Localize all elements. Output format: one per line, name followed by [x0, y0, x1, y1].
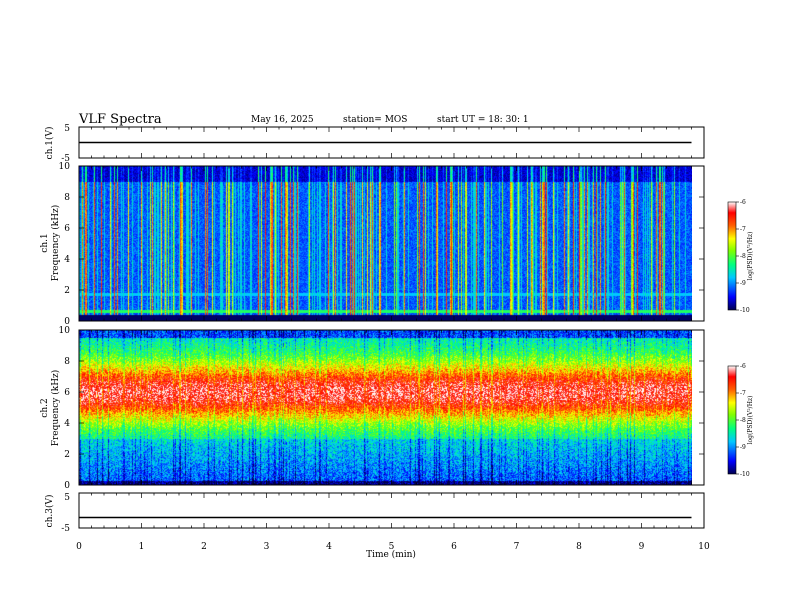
- y-tick-label: 4: [64, 255, 70, 265]
- colorbar-tick-label: -6: [740, 363, 746, 370]
- colorbar-tick-label: -6: [740, 199, 746, 206]
- ch1-ytick-bottom: -5: [61, 154, 70, 164]
- ch2-colorbar: [727, 365, 737, 475]
- ch1-spectrogram-panel: 0 2 4 6 8 10 ch.1 Frequency (kHz) -6 -7 -8 -9 -10…: [40, 162, 754, 327]
- ch2-spectrogram-ylabel-frequency: Frequency (kHz): [50, 370, 61, 447]
- y-tick-label: 0: [64, 317, 70, 327]
- x-tick-label: 1: [139, 542, 145, 552]
- ch1-spectrogram-ylabel-frequency: Frequency (kHz): [50, 205, 61, 282]
- y-tick-label: 2: [64, 286, 70, 296]
- y-tick-label: 0: [64, 481, 70, 491]
- x-tick-label: 8: [576, 542, 582, 552]
- x-tick-label: 10: [698, 542, 710, 552]
- ch1-ytick-top: 5: [64, 124, 70, 134]
- y-tick-label: 8: [64, 357, 70, 367]
- ch1-colorbar: [727, 201, 737, 311]
- colorbar-tick-label: -8: [740, 253, 746, 260]
- ch1-voltage-panel: 5 -5 ch.1(V): [44, 124, 705, 164]
- x-tick-label: 0: [76, 542, 82, 552]
- ch3-ytick-top: 5: [64, 493, 70, 503]
- x-tick-label: 7: [514, 542, 520, 552]
- colorbar-tick-label: -10: [740, 471, 750, 478]
- ch2-spectrogram-panel: 0 2 4 6 8 10 ch.2 Frequency (kHz) -6 -7 -8 -9 -10…: [40, 326, 754, 491]
- colorbar-tick-label: -10: [740, 307, 750, 314]
- x-tick-label: 5: [389, 542, 395, 552]
- y-tick-label: 6: [64, 224, 70, 234]
- x-tick-label: 9: [639, 542, 645, 552]
- start-time-label: start UT = 18: 30: 1: [437, 115, 529, 125]
- ch1-voltage-ylabel: ch.1(V): [44, 127, 55, 160]
- x-axis-label: Time (min): [366, 549, 416, 560]
- x-tick-label: 4: [326, 542, 332, 552]
- ch3-voltage-frame: [78, 492, 705, 529]
- ch2-spectrogram-ylabel-channel: ch.2: [40, 398, 50, 417]
- ch1-colorbar-label: log(PSD)(V²/Hz): [747, 232, 754, 281]
- x-tick-label: 6: [451, 542, 457, 552]
- ch1-spectrogram-heatmap: [79, 166, 692, 321]
- date-label: May 16, 2025: [251, 115, 314, 125]
- x-tick-label: 2: [201, 542, 207, 552]
- ch3-voltage-panel: 5 -5 ch.3(V): [44, 492, 705, 534]
- ch1-spectrogram-ylabel-channel: ch.1: [40, 233, 50, 252]
- colorbar-tick-label: -9: [740, 444, 746, 451]
- x-tick-label: 3: [264, 542, 270, 552]
- y-tick-label: 10: [59, 326, 71, 336]
- y-tick-label: 10: [59, 162, 71, 172]
- y-tick-label: 4: [64, 419, 70, 429]
- ch2-colorbar-label: log(PSD)(V²/Hz): [747, 396, 754, 445]
- y-tick-label: 8: [64, 193, 70, 203]
- ch3-voltage-ylabel: ch.3(V): [44, 495, 55, 528]
- chart-title: VLF Spectra: [78, 112, 162, 127]
- frame-tick-marks: [78, 127, 705, 528]
- colorbar-tick-label: -9: [740, 280, 746, 287]
- colorbar-tick-label: -7: [740, 390, 746, 397]
- y-tick-label: 2: [64, 450, 70, 460]
- colorbar-tick-label: -7: [740, 226, 746, 233]
- ch2-spectrogram-heatmap: [79, 330, 692, 485]
- colorbar-tick-label: -8: [740, 417, 746, 424]
- ch3-ytick-bottom: -5: [61, 524, 70, 534]
- y-tick-label: 6: [64, 388, 70, 398]
- station-label: station= MOS: [343, 115, 407, 125]
